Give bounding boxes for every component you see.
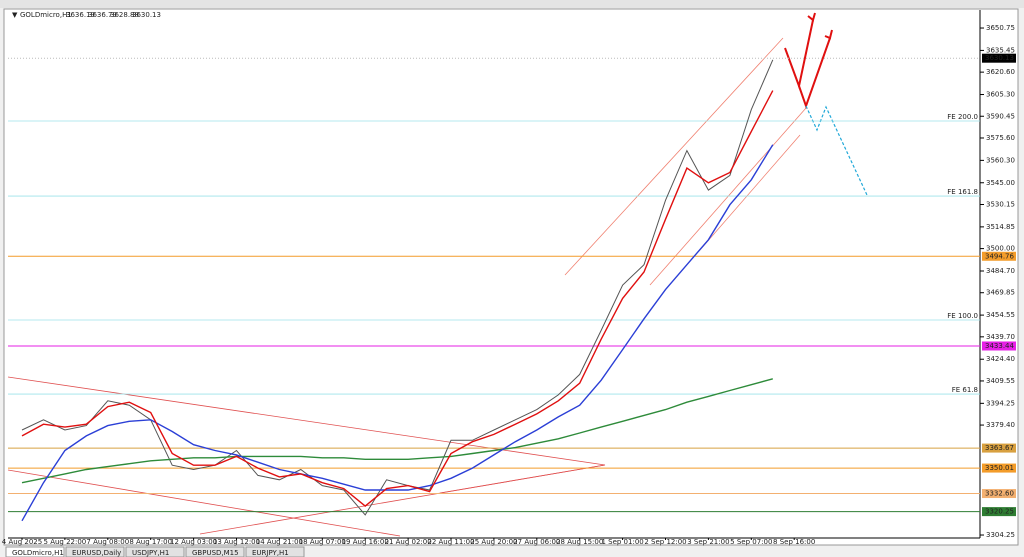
series-line xyxy=(21,144,774,522)
arrow-head xyxy=(807,12,816,22)
y-tick-label: 3605.30 xyxy=(986,91,1015,99)
fe-label: FE 200.0 xyxy=(947,113,978,121)
tab[interactable] xyxy=(185,546,245,557)
symbol: GOLDmicro,H1 xyxy=(20,11,72,19)
y-tick-label: 3575.60 xyxy=(986,134,1015,142)
x-tick-label: 22 Aug 11:00 xyxy=(427,538,474,546)
x-tick-label: 3 Sep 21:00 xyxy=(687,538,729,546)
series-line xyxy=(21,378,773,484)
x-tick-label: 2 Sep 12:00 xyxy=(644,538,686,546)
tab[interactable] xyxy=(5,546,65,557)
current-price-tag xyxy=(982,53,1016,63)
x-tick-label: 21 Aug 02:00 xyxy=(384,538,431,546)
x-tick-label: 13 Aug 12:00 xyxy=(213,538,260,546)
price-level-tag xyxy=(982,489,1016,499)
x-tick-label: 1 Sep 01:00 xyxy=(601,538,643,546)
wedge-line xyxy=(7,469,401,537)
channel-line xyxy=(649,107,807,286)
price-level-tag xyxy=(982,251,1016,261)
price-level-label: 3350.01 xyxy=(985,464,1014,472)
toolbar xyxy=(0,0,1024,8)
fe-label: FE 100.0 xyxy=(947,312,978,320)
tab[interactable] xyxy=(245,546,305,557)
x-tick-label: 25 Aug 20:00 xyxy=(470,538,517,546)
y-tick-label: 3650.75 xyxy=(986,24,1015,32)
price-level-tag xyxy=(982,507,1016,517)
y-tick-label: 3545.00 xyxy=(986,179,1015,187)
x-tick-label: 8 Sep 16:00 xyxy=(773,538,815,546)
tab-label[interactable]: GOLDmicro,H1 xyxy=(12,549,64,557)
arrow-head xyxy=(824,29,833,40)
x-tick-label: 28 Aug 15:00 xyxy=(556,538,603,546)
channel-line xyxy=(564,37,784,276)
ohlc-value: 3630.13 xyxy=(132,11,161,19)
price-level-label: 3332.60 xyxy=(985,490,1014,498)
fe-label: FE 161.8 xyxy=(947,188,978,196)
y-tick-label: 3620.60 xyxy=(986,68,1015,76)
tab-label[interactable]: EURUSD,Daily xyxy=(72,549,121,557)
channel-line xyxy=(699,134,801,251)
y-tick-label: 3530.15 xyxy=(986,200,1015,208)
y-tick-label: 3454.55 xyxy=(986,311,1015,319)
y-tick-label: 3560.30 xyxy=(986,156,1015,164)
price-level-tag xyxy=(982,463,1016,473)
ohlc-value: 3628.88 xyxy=(110,11,139,19)
collapse-icon[interactable]: ▼ xyxy=(12,11,18,19)
price-level-label: 3363.67 xyxy=(985,444,1014,452)
x-tick-label: 7 Aug 08:00 xyxy=(86,538,129,546)
wedge-line xyxy=(439,464,606,494)
chart-frame xyxy=(3,8,1019,546)
y-tick-label: 3304.25 xyxy=(986,531,1015,539)
x-tick-label: 4 Aug 2025 xyxy=(2,538,42,546)
y-tick-label: 3484.70 xyxy=(986,267,1015,275)
y-tick-label: 3394.25 xyxy=(986,399,1015,407)
series-line xyxy=(21,90,774,508)
price-level-label: 3320.25 xyxy=(985,508,1014,516)
y-tick-label: 3590.45 xyxy=(986,112,1015,120)
y-tick-label: 3439.70 xyxy=(986,333,1015,341)
y-tick-label: 3379.40 xyxy=(986,421,1015,429)
price-level-tag xyxy=(982,443,1016,453)
y-tick-label: 3500.00 xyxy=(986,245,1015,253)
x-tick-label: 19 Aug 16:00 xyxy=(342,538,389,546)
x-tick-label: 5 Aug 22:00 xyxy=(44,538,87,546)
tab[interactable] xyxy=(125,546,185,557)
y-tick-label: 3469.85 xyxy=(986,289,1015,297)
tab[interactable] xyxy=(65,546,125,557)
tab-label[interactable]: GBPUSD,M15 xyxy=(192,549,239,557)
price-level-label: 3494.76 xyxy=(985,252,1014,260)
price-level-label: 3433.44 xyxy=(985,342,1014,350)
y-tick-label: 3409.55 xyxy=(986,377,1015,385)
x-tick-label: 5 Sep 07:00 xyxy=(730,538,772,546)
ohlc-value: 3636.19 xyxy=(66,11,95,19)
y-tick-label: 3424.40 xyxy=(986,355,1015,363)
tab-label[interactable]: EURJPY,H1 xyxy=(252,549,289,557)
series-line xyxy=(21,59,774,516)
current-price-label: 3630.13 xyxy=(985,54,1014,62)
wedge-line xyxy=(7,376,606,466)
y-tick-label: 3514.85 xyxy=(986,223,1015,231)
x-tick-label: 27 Aug 06:00 xyxy=(513,538,560,546)
fe-label: FE 61.8 xyxy=(952,386,978,394)
x-tick-label: 8 Aug 17:00 xyxy=(129,538,172,546)
x-tick-label: 18 Aug 07:00 xyxy=(299,538,346,546)
tab-label[interactable]: USDJPY,H1 xyxy=(132,549,169,557)
ohlc-value: 3636.79 xyxy=(88,11,117,19)
drawings xyxy=(7,12,868,537)
tab-bar: GOLDmicro,H1 EURUSD,Daily USDJPY,H1 GBPUSD,… xyxy=(5,546,305,557)
x-tick-label: 12 Aug 03:00 xyxy=(170,538,217,546)
x-tick-label: 14 Aug 21:00 xyxy=(256,538,303,546)
y-tick-label: 3635.45 xyxy=(986,46,1015,54)
price-level-tag xyxy=(982,341,1016,351)
